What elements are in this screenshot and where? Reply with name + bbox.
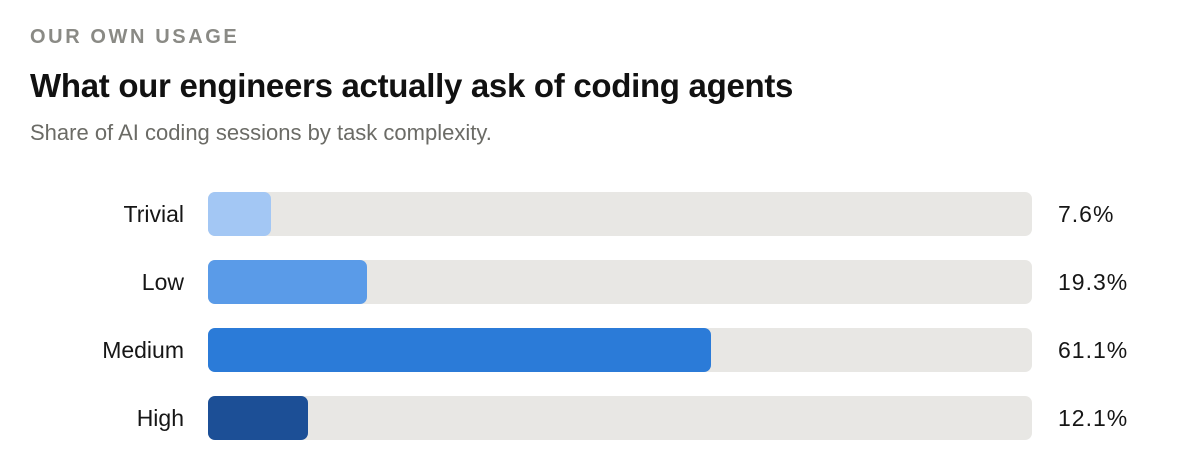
value-label-low: 19.3% bbox=[1058, 269, 1129, 295]
bar-low bbox=[208, 260, 368, 304]
chart-subtitle: Share of AI coding sessions by task comp… bbox=[30, 120, 492, 145]
bar-trivial bbox=[208, 192, 271, 236]
category-label-low: Low bbox=[141, 269, 184, 295]
category-label-trivial: Trivial bbox=[123, 201, 184, 227]
bar-high bbox=[208, 396, 308, 440]
value-label-medium: 61.1% bbox=[1058, 337, 1129, 363]
bar-track-high bbox=[208, 396, 1032, 440]
bar-medium bbox=[208, 328, 712, 372]
category-label-high: High bbox=[136, 405, 184, 431]
bar-track-trivial bbox=[208, 192, 1032, 236]
value-label-trivial: 7.6% bbox=[1058, 201, 1115, 227]
value-label-high: 12.1% bbox=[1058, 405, 1129, 431]
bar-track-low bbox=[208, 260, 1032, 304]
eyebrow-label: OUR OWN USAGE bbox=[30, 26, 240, 48]
bar-track-medium bbox=[208, 328, 1032, 372]
category-label-medium: Medium bbox=[102, 337, 184, 363]
chart-title: What our engineers actually ask of codin… bbox=[30, 67, 794, 104]
